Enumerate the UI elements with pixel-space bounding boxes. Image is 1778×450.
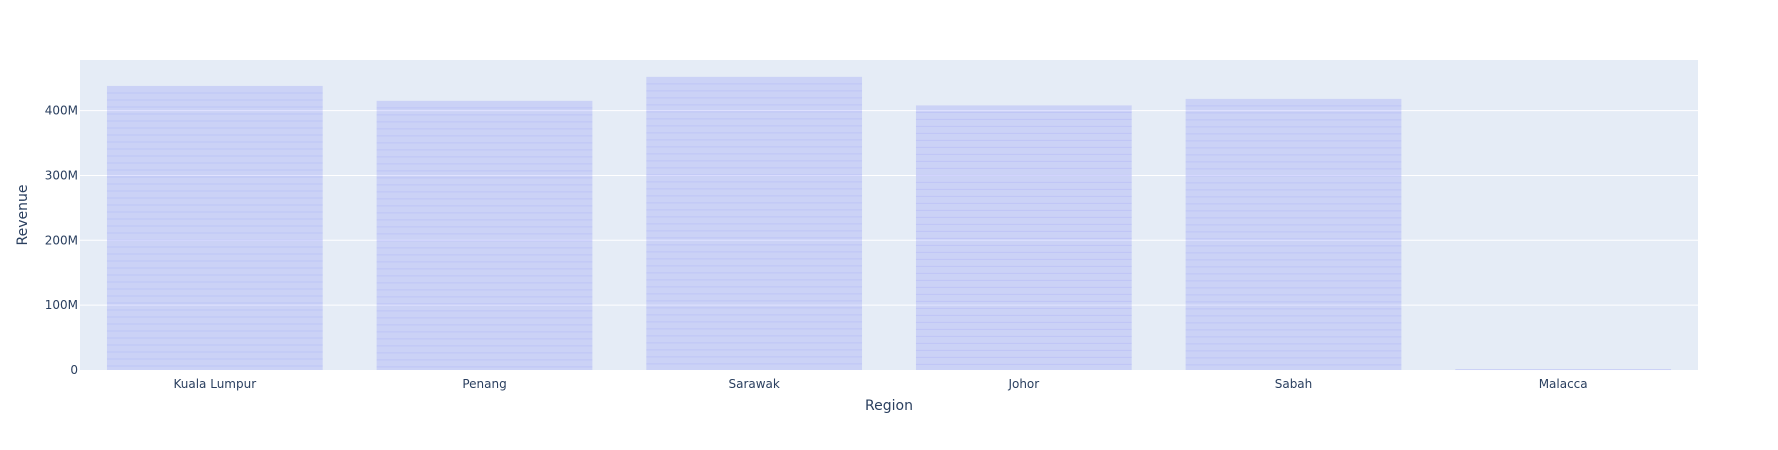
plot-background: [80, 60, 1698, 370]
bar-kuala-lumpur: [106, 85, 323, 371]
bar-sarawak: [646, 76, 863, 370]
bar-malacca: [1455, 369, 1672, 371]
y-tick-label: 300M: [45, 168, 78, 182]
bars: [106, 76, 1672, 371]
x-tick-label: Kuala Lumpur: [173, 377, 256, 391]
x-tick-label: Sarawak: [728, 377, 779, 391]
y-tick-label: 100M: [45, 298, 78, 312]
x-axis-ticks: Kuala Lumpur Penang Sarawak Johor Sabah Malac…: [173, 377, 1587, 391]
bar-johor: [915, 105, 1132, 370]
x-tick-label: Johor: [1007, 377, 1039, 391]
x-tick-label: Sabah: [1275, 377, 1313, 391]
y-tick-label: 200M: [45, 233, 78, 247]
y-axis-ticks: 0 100M 200M 300M 400M: [45, 104, 78, 377]
bar-sabah: [1185, 98, 1402, 370]
x-axis-title: Region: [865, 398, 913, 414]
x-tick-label: Penang: [462, 377, 506, 391]
bar-penang: [376, 100, 593, 371]
y-tick-label: 400M: [45, 104, 78, 118]
y-axis-title: Revenue: [15, 185, 31, 246]
y-tick-label: 0: [70, 363, 78, 377]
gridlines: [80, 110, 1698, 306]
x-tick-label: Malacca: [1539, 377, 1588, 391]
